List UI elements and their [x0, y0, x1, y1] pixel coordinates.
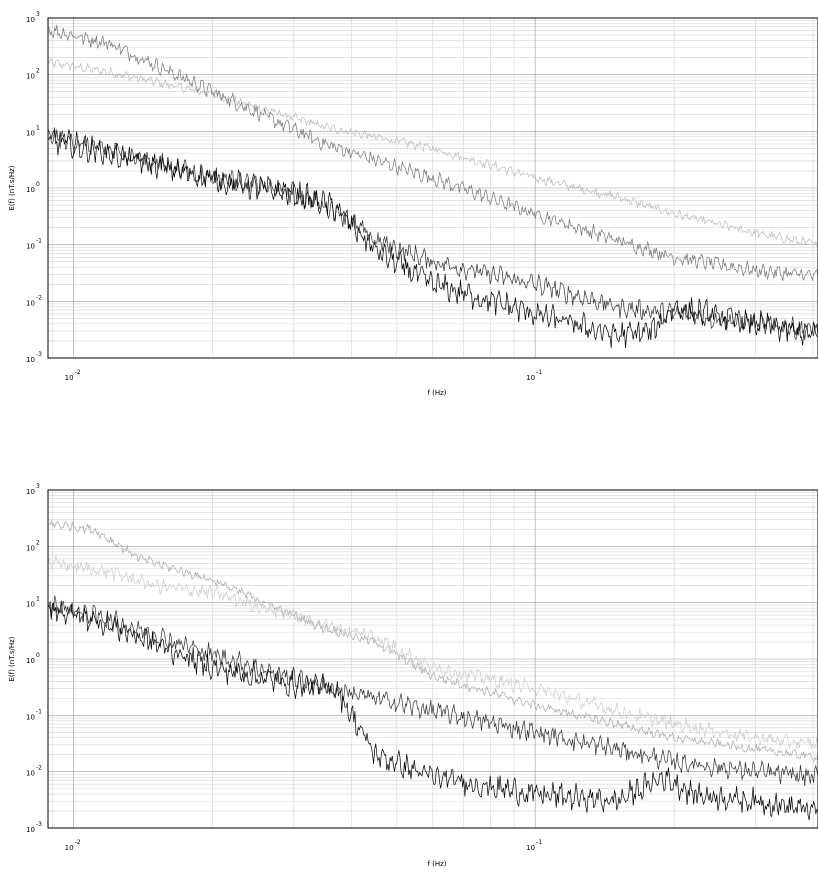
series-line-4: [48, 129, 818, 349]
y-tick-label: 10: [26, 713, 35, 721]
y-tick-exponent: 1: [36, 124, 40, 131]
series-line-1: [48, 58, 818, 247]
series-line-1: [48, 520, 818, 763]
y-tick-exponent: 0: [36, 181, 40, 188]
y-axis-label: E(f) (nT.s/Hz): [8, 165, 16, 210]
y-tick-exponent: 3: [36, 11, 40, 18]
y-tick-label: 10: [26, 16, 35, 24]
series-line-2: [48, 555, 818, 749]
x-tick-label: 10: [65, 374, 74, 382]
y-tick-exponent: -1: [36, 708, 42, 715]
x-tick-label: 10: [526, 374, 535, 382]
series-line-4: [48, 600, 818, 821]
x-tick-label: 10: [65, 844, 74, 852]
plot-frame: [47, 17, 818, 359]
x-tick-exponent: -2: [75, 839, 81, 846]
y-tick-exponent: 0: [36, 652, 40, 659]
y-tick-exponent: -3: [36, 351, 42, 358]
y-tick-label: 10: [26, 299, 35, 307]
y-axis-label: E(f) (nT.s/Hz): [8, 636, 16, 681]
gridlines: [48, 18, 818, 358]
x-axis-label: f (Hz): [427, 860, 446, 868]
y-tick-label: 10: [26, 488, 35, 496]
y-tick-exponent: 2: [36, 68, 40, 75]
x-tick-exponent: -1: [536, 369, 542, 376]
series-line-3: [48, 595, 818, 787]
y-tick-label: 10: [26, 356, 35, 364]
y-tick-label: 10: [26, 73, 35, 81]
y-tick-exponent: -2: [36, 294, 42, 301]
y-tick-exponent: 1: [36, 596, 40, 603]
y-tick-exponent: -3: [36, 821, 42, 828]
x-axis-label: f (Hz): [427, 389, 446, 397]
y-tick-label: 10: [26, 601, 35, 609]
x-tick-exponent: -1: [536, 839, 542, 846]
y-tick-label: 10: [26, 186, 35, 194]
y-tick-label: 10: [26, 243, 35, 251]
y-tick-label: 10: [26, 826, 35, 834]
y-tick-exponent: -1: [36, 238, 42, 245]
x-tick-exponent: -2: [75, 369, 81, 376]
y-tick-exponent: -2: [36, 765, 42, 772]
y-tick-label: 10: [26, 544, 35, 552]
x-tick-label: 10: [526, 844, 535, 852]
y-tick-label: 10: [26, 129, 35, 137]
plot-frame: [47, 489, 818, 829]
y-tick-label: 10: [26, 657, 35, 665]
gridlines: [48, 490, 818, 828]
y-tick-exponent: 3: [36, 483, 40, 490]
y-tick-exponent: 2: [36, 539, 40, 546]
series-line-2: [48, 24, 818, 282]
y-tick-label: 10: [26, 770, 35, 778]
